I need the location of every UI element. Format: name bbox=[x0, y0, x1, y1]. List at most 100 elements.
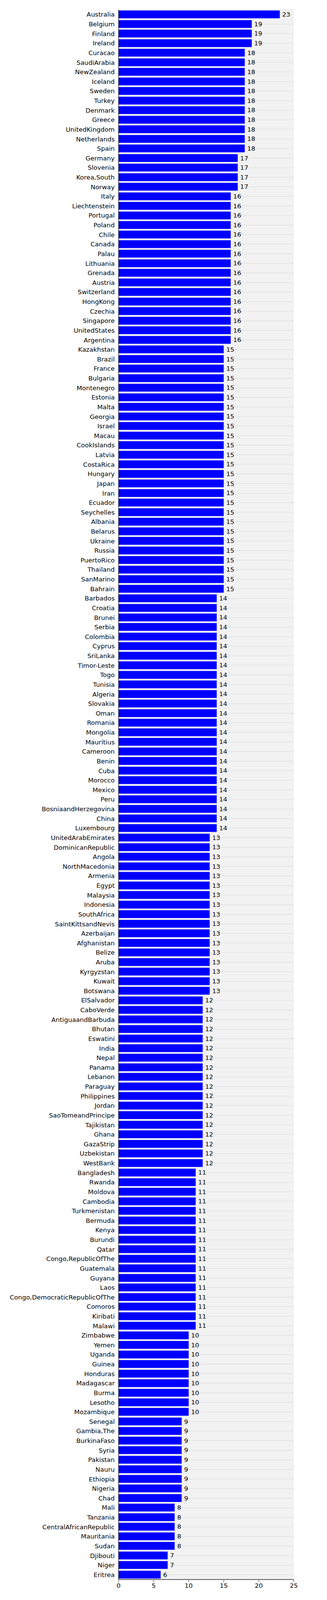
svg-text:18: 18 bbox=[246, 116, 256, 124]
svg-text:13: 13 bbox=[212, 853, 221, 861]
svg-text:Tunisia: Tunisia bbox=[92, 681, 115, 689]
svg-text:12: 12 bbox=[204, 1160, 214, 1168]
svg-text:Moldova: Moldova bbox=[87, 1188, 115, 1197]
svg-text:Guinea: Guinea bbox=[92, 1361, 115, 1369]
svg-text:15: 15 bbox=[225, 575, 235, 584]
svg-text:8: 8 bbox=[177, 1543, 182, 1551]
svg-text:9: 9 bbox=[183, 1485, 188, 1493]
svg-text:15: 15 bbox=[225, 556, 235, 565]
svg-text:8: 8 bbox=[177, 1514, 182, 1522]
svg-text:14: 14 bbox=[219, 681, 228, 689]
svg-text:16: 16 bbox=[233, 336, 242, 344]
svg-text:15: 15 bbox=[225, 412, 235, 421]
svg-text:17: 17 bbox=[240, 183, 249, 191]
svg-text:Serbia: Serbia bbox=[94, 623, 115, 632]
svg-text:Italy: Italy bbox=[101, 192, 116, 201]
svg-text:9: 9 bbox=[183, 1447, 188, 1455]
svg-text:14: 14 bbox=[219, 719, 228, 727]
svg-text:16: 16 bbox=[233, 307, 242, 315]
svg-text:15: 15 bbox=[225, 480, 235, 488]
svg-text:Zimbabwe: Zimbabwe bbox=[81, 1332, 115, 1340]
svg-text:12: 12 bbox=[204, 1150, 214, 1158]
svg-text:Sudan: Sudan bbox=[94, 1543, 115, 1551]
svg-text:Israel: Israel bbox=[97, 422, 115, 430]
svg-text:Switzerland: Switzerland bbox=[77, 288, 115, 296]
svg-text:Uganda: Uganda bbox=[90, 1351, 115, 1359]
svg-text:Japan: Japan bbox=[96, 480, 115, 488]
svg-text:Liechtenstein: Liechtenstein bbox=[72, 202, 115, 210]
svg-text:CentralAfricanRepublic: CentralAfricanRepublic bbox=[42, 1524, 115, 1532]
svg-text:Slovakia: Slovakia bbox=[87, 700, 115, 708]
svg-text:UnitedKingdom: UnitedKingdom bbox=[65, 125, 115, 134]
svg-text:10: 10 bbox=[191, 1332, 200, 1340]
svg-text:SaudiArabia: SaudiArabia bbox=[76, 59, 115, 67]
svg-text:Turkmenistan: Turkmenistan bbox=[71, 1207, 115, 1216]
svg-text:Iran: Iran bbox=[102, 490, 115, 498]
svg-text:10: 10 bbox=[191, 1380, 200, 1388]
svg-text:14: 14 bbox=[219, 710, 228, 718]
svg-text:15: 15 bbox=[225, 489, 235, 497]
svg-text:18: 18 bbox=[246, 78, 256, 86]
svg-text:11: 11 bbox=[198, 1322, 207, 1330]
svg-text:7: 7 bbox=[170, 1562, 175, 1570]
svg-text:8: 8 bbox=[177, 1533, 182, 1541]
svg-text:15: 15 bbox=[225, 547, 235, 555]
svg-text:14: 14 bbox=[219, 757, 228, 766]
svg-text:15: 15 bbox=[225, 585, 235, 593]
svg-text:11: 11 bbox=[198, 1255, 207, 1264]
svg-text:France: France bbox=[93, 365, 115, 373]
svg-text:11: 11 bbox=[198, 1303, 207, 1311]
svg-text:Bangladesh: Bangladesh bbox=[77, 1169, 115, 1178]
svg-text:13: 13 bbox=[212, 882, 221, 890]
svg-text:16: 16 bbox=[233, 317, 242, 325]
svg-text:Mongolia: Mongolia bbox=[85, 729, 115, 737]
svg-text:15: 15 bbox=[225, 537, 235, 545]
svg-text:Eswatini: Eswatini bbox=[88, 1035, 115, 1043]
svg-text:18: 18 bbox=[246, 58, 256, 66]
svg-text:Belarus: Belarus bbox=[90, 528, 115, 536]
svg-text:14: 14 bbox=[219, 767, 228, 775]
svg-text:NewZealand: NewZealand bbox=[75, 68, 115, 76]
svg-text:9: 9 bbox=[183, 1466, 188, 1474]
svg-text:12: 12 bbox=[204, 1141, 214, 1149]
svg-text:13: 13 bbox=[212, 911, 221, 919]
svg-text:Madagascar: Madagascar bbox=[76, 1380, 116, 1388]
svg-text:Korea,South: Korea,South bbox=[76, 173, 115, 182]
svg-text:Netherlands: Netherlands bbox=[76, 135, 115, 144]
svg-text:Grenada: Grenada bbox=[87, 269, 115, 277]
svg-text:15: 15 bbox=[225, 509, 235, 517]
svg-text:10: 10 bbox=[184, 1582, 193, 1591]
svg-text:11: 11 bbox=[198, 1198, 207, 1206]
svg-text:Pakistan: Pakistan bbox=[88, 1456, 115, 1465]
svg-text:Chile: Chile bbox=[98, 231, 115, 239]
svg-text:7: 7 bbox=[170, 1552, 175, 1560]
svg-text:Mozambique: Mozambique bbox=[74, 1409, 115, 1417]
svg-text:Belize: Belize bbox=[95, 949, 115, 957]
svg-text:Bahrain: Bahrain bbox=[90, 585, 115, 593]
svg-text:Guyana: Guyana bbox=[90, 1275, 115, 1283]
svg-text:Ethiopia: Ethiopia bbox=[88, 1476, 115, 1484]
svg-text:11: 11 bbox=[198, 1169, 207, 1177]
svg-text:Czechia: Czechia bbox=[89, 307, 115, 316]
svg-text:Indonesia: Indonesia bbox=[83, 901, 115, 909]
svg-text:Bulgaria: Bulgaria bbox=[88, 374, 115, 383]
svg-text:Argentina: Argentina bbox=[83, 336, 115, 345]
svg-text:18: 18 bbox=[246, 106, 256, 114]
svg-text:Malawi: Malawi bbox=[92, 1323, 115, 1331]
svg-text:Macau: Macau bbox=[93, 432, 115, 440]
svg-text:Azerbaijan: Azerbaijan bbox=[81, 930, 115, 938]
svg-text:Canada: Canada bbox=[90, 240, 115, 248]
svg-text:Eritrea: Eritrea bbox=[93, 1572, 115, 1580]
svg-text:Niger: Niger bbox=[97, 1562, 116, 1570]
svg-text:14: 14 bbox=[219, 633, 228, 641]
svg-text:11: 11 bbox=[198, 1284, 207, 1292]
svg-text:14: 14 bbox=[219, 594, 228, 603]
svg-text:Montenegro: Montenegro bbox=[76, 384, 115, 392]
svg-text:16: 16 bbox=[233, 230, 242, 239]
svg-text:14: 14 bbox=[219, 824, 228, 833]
svg-text:DominicanRepublic: DominicanRepublic bbox=[53, 844, 115, 852]
svg-text:12: 12 bbox=[204, 1035, 214, 1043]
svg-text:14: 14 bbox=[219, 786, 228, 795]
svg-text:Malta: Malta bbox=[97, 403, 115, 411]
svg-text:Yemen: Yemen bbox=[93, 1342, 115, 1350]
